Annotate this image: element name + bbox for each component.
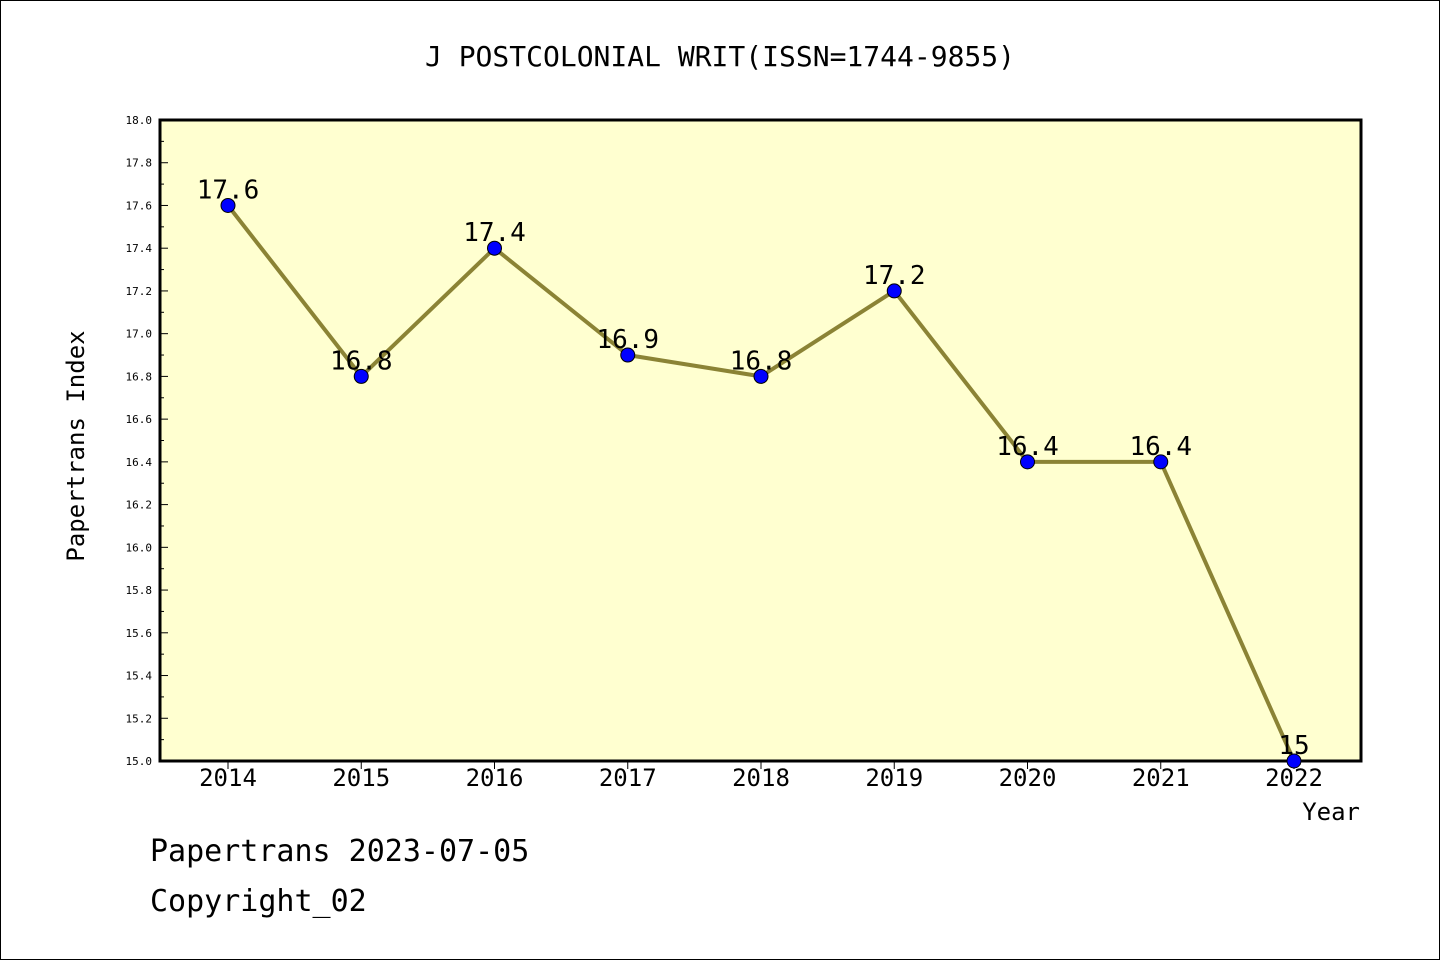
data-labels: 17.6 16.8 17.4 16.9 16.8 17.2 16.4 16.4 15 xyxy=(197,175,1310,761)
x-tick-label: 2020 xyxy=(999,764,1057,792)
data-point xyxy=(1153,454,1169,470)
y-tick-label: 15.0 xyxy=(126,755,153,768)
x-tick-label: 2014 xyxy=(199,764,257,792)
data-point xyxy=(753,368,769,384)
data-markers xyxy=(220,197,1302,769)
y-tick-label: 17.4 xyxy=(126,242,153,255)
x-axis: 2014 2015 2016 2017 2018 2019 2020 2021 2022 xyxy=(199,761,1323,792)
x-tick-label: 2017 xyxy=(599,764,657,792)
x-tick-label: 2018 xyxy=(732,764,790,792)
y-tick-label: 15.4 xyxy=(126,670,153,683)
x-tick-label: 2015 xyxy=(332,764,390,792)
data-point xyxy=(886,283,902,299)
data-point xyxy=(353,368,369,384)
y-axis: 15.0 15.2 15.4 15.6 15.8 16.0 16.2 16.4 16.6 16.8… xyxy=(126,114,168,768)
y-tick-label: 17.8 xyxy=(126,157,153,170)
y-tick-label: 16.2 xyxy=(126,499,153,512)
y-tick-label: 17.6 xyxy=(126,199,153,212)
y-tick-label: 17.0 xyxy=(126,328,153,341)
y-tick-label: 16.6 xyxy=(126,413,153,426)
y-tick-label: 18.0 xyxy=(126,114,153,127)
y-tick-label: 16.4 xyxy=(126,456,153,469)
data-point xyxy=(1020,454,1035,470)
data-label: 16.9 xyxy=(596,325,659,355)
x-tick-label: 2019 xyxy=(865,764,923,792)
data-label: 17.4 xyxy=(463,218,526,248)
x-tick-label: 2021 xyxy=(1132,764,1190,792)
footer-copyright-text: Copyright_02 xyxy=(150,884,367,919)
x-tick-label: 2016 xyxy=(466,764,524,792)
data-label: 15 xyxy=(1278,731,1309,761)
y-axis-label: Papertrans Index xyxy=(62,330,90,561)
y-tick-label: 16.0 xyxy=(126,541,153,554)
y-tick-label: 15.6 xyxy=(126,627,153,640)
y-tick-label: 15.2 xyxy=(126,712,153,725)
footer-date-text: Papertrans 2023-07-05 xyxy=(150,834,530,869)
x-tick-label: 2022 xyxy=(1265,764,1323,792)
data-label: 17.6 xyxy=(197,175,260,205)
data-point xyxy=(620,347,636,363)
data-label: 16.4 xyxy=(1129,432,1192,462)
x-axis-label: Year xyxy=(1302,798,1360,826)
data-label: 16.4 xyxy=(996,432,1059,462)
data-point xyxy=(487,240,502,256)
data-point xyxy=(220,197,236,213)
data-point xyxy=(1286,753,1302,769)
chart-title: J POSTCOLONIAL WRIT(ISSN=1744-9855) xyxy=(425,40,1015,73)
y-tick-label: 16.8 xyxy=(126,370,153,383)
plot-area xyxy=(158,118,1363,763)
data-label: 17.2 xyxy=(863,261,926,291)
data-label: 16.8 xyxy=(730,346,793,376)
data-label: 16.8 xyxy=(330,346,393,376)
y-tick-label: 17.2 xyxy=(126,285,153,298)
y-tick-label: 15.8 xyxy=(126,584,153,597)
